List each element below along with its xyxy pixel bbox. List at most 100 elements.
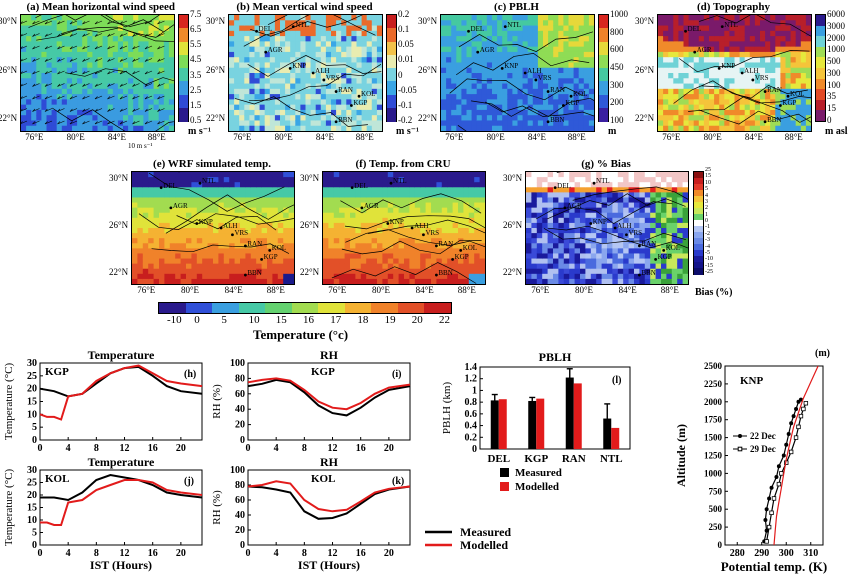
city-label: KGP [263, 253, 278, 262]
series-line [247, 378, 411, 417]
x-tick-label: 12 [328, 443, 338, 454]
bar [565, 377, 574, 449]
colorbar-tick: -0.1 [398, 99, 413, 110]
colorbar-swatch [238, 303, 266, 313]
data-point [789, 421, 794, 426]
city-marker [589, 222, 593, 225]
y-axis-label: Altitude (m) [674, 424, 688, 487]
city-label: RAN [338, 85, 353, 94]
city-label: VRS [537, 73, 552, 82]
colorbar-swatch [599, 81, 608, 95]
colorbar-tick: 5 [221, 314, 227, 326]
y-tick-label: 0 [718, 540, 723, 550]
colorbar-tick: 300 [827, 67, 841, 78]
station-label: KOL [45, 473, 69, 485]
city-marker [334, 120, 338, 124]
lon-label: 80°E [574, 285, 594, 295]
colorbar-swatch [816, 57, 825, 69]
colorbar-tick: -1 [705, 224, 710, 231]
city-label: ALH [527, 67, 542, 75]
lon-label: 76°E [531, 285, 550, 295]
city-marker [268, 249, 272, 252]
colorbar-tick: 5.5 [190, 39, 202, 50]
city-marker [244, 244, 247, 248]
y-tick-label: 0 [240, 540, 245, 551]
colorbar-swatch [816, 68, 825, 80]
city-marker [422, 233, 425, 237]
data-point [788, 449, 794, 455]
y-tick-label: 5 [32, 528, 37, 539]
y-axis-label: Temperature (°C) [3, 469, 15, 547]
city-label: RAN [550, 85, 565, 94]
city-label: DEL [557, 181, 571, 190]
colorbar-tick: 600 [610, 44, 624, 55]
panel-tag: (i) [392, 369, 401, 380]
city-label: DEL [258, 25, 273, 34]
city-label: VRS [628, 228, 643, 237]
y-tick-label: 5 [32, 422, 37, 433]
colorbar-swatch [816, 78, 825, 90]
city-label: VRS [754, 73, 769, 82]
city-marker [410, 226, 414, 230]
city-label: ALH [617, 222, 632, 230]
colorbar-swatch [265, 303, 293, 313]
map-frame [440, 14, 595, 132]
lon-label: 80°E [371, 285, 391, 295]
y-tick-label: 1 [472, 385, 477, 396]
city-label: BBN [550, 115, 565, 124]
colorbar-swatch [387, 94, 396, 109]
y-tick-label: 1.4 [465, 362, 478, 373]
panel-tag: (k) [392, 476, 404, 487]
data-point [764, 528, 769, 533]
wind-scale-label: 10 m s⁻¹ [128, 142, 153, 150]
city-label: DEL [470, 25, 485, 34]
colorbar-tick: 17 [330, 314, 342, 326]
x-tick-label: 290 [754, 548, 769, 559]
colorbar-tick: 0 [194, 314, 200, 326]
city-label: ALH [315, 67, 330, 75]
x-tick-label: 8 [94, 548, 99, 559]
colorbar-swatch [694, 184, 703, 191]
lon-label: 80°E [274, 132, 293, 142]
city-label: NTL [596, 177, 610, 186]
lon-label: 84°E [315, 132, 335, 142]
y-tick-label: 0 [32, 435, 37, 446]
city-marker [592, 181, 596, 185]
map-title: (g) % Bias [581, 158, 631, 170]
colorbar-tick: 100 [827, 79, 841, 90]
y-tick-label: 0 [472, 444, 477, 455]
colorbar-swatch [599, 28, 608, 42]
city-label: NTL [507, 20, 521, 29]
lat-label: 26°N [300, 219, 320, 230]
colorbar-tick: 0.2 [398, 9, 410, 19]
colorbar-swatch [599, 54, 608, 69]
bar [573, 383, 582, 449]
lat-label: 30°N [206, 15, 226, 26]
map-frame [657, 14, 812, 132]
y-tick-label: 1000 [704, 468, 723, 478]
colorbar-tick: 100 [610, 115, 624, 125]
city-marker [684, 29, 687, 33]
y-tick-label: 0 [240, 435, 245, 446]
series-line [247, 480, 411, 513]
y-tick-label: 2250 [704, 379, 723, 389]
x-axis-label: Potential temp. (K) [721, 559, 828, 574]
plot-frame [247, 362, 411, 441]
colorbar-swatch [397, 303, 425, 313]
city-label: KGP [565, 99, 580, 108]
colorbar-tick: 15 [827, 103, 836, 114]
colorbar-swatch [694, 196, 703, 203]
category-label: KGP [524, 453, 548, 465]
y-tick-label: 30 [27, 465, 37, 476]
colorbar-tick: 3000 [827, 20, 845, 31]
map-frame [322, 171, 486, 285]
x-tick-label: 4 [66, 443, 71, 454]
x-tick-label: 16 [148, 443, 158, 454]
city-marker [717, 66, 721, 70]
x-tick-label: 0 [246, 548, 251, 559]
city-label: ALH [223, 222, 238, 230]
city-marker [350, 186, 354, 190]
colorbar-tick: 6000 [827, 9, 845, 19]
lat-label: 22°N [635, 113, 655, 124]
